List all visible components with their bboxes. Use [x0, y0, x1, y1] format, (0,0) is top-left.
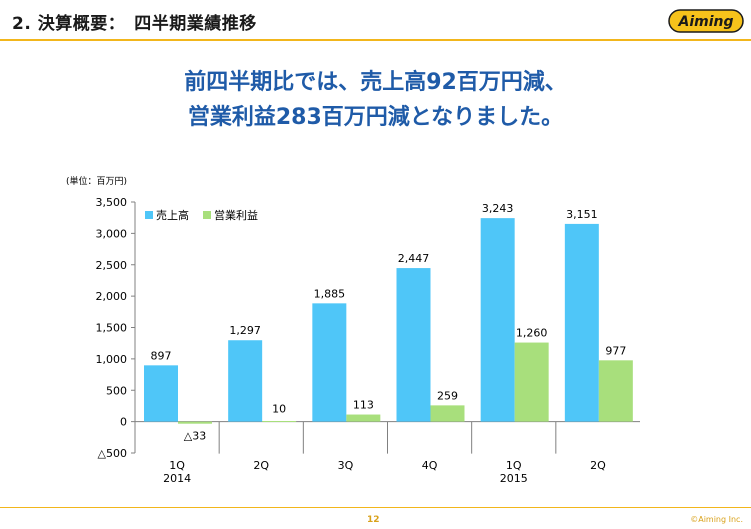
legend-label-sales: 売上高 — [156, 208, 189, 222]
copyright: ©Aiming Inc. — [690, 515, 743, 524]
y-tick-label: 0 — [120, 416, 127, 429]
operating-profit-value-label: 113 — [353, 399, 374, 412]
x-year-label: 2015 — [500, 472, 528, 485]
x-tick-label: 2Q — [253, 459, 269, 472]
unit-label: (単位：百万円) — [66, 175, 127, 187]
sales-bar — [564, 223, 599, 422]
sales-bar — [480, 218, 515, 422]
headline-line-2: 営業利益283百万円減となりました。 — [187, 105, 564, 130]
footer-rule — [0, 507, 751, 508]
y-tick-label: 3,500 — [96, 196, 128, 209]
headline-line-1: 前四半期比では、売上高92百万円減、 — [184, 70, 567, 95]
operating-profit-bar — [178, 421, 212, 424]
slide-header: 2. 決算概要： 四半期業績推移 Aiming — [0, 0, 751, 41]
y-tick-label: 2,000 — [96, 290, 128, 303]
operating-profit-bar — [598, 360, 633, 422]
sales-value-label: 1,885 — [314, 287, 346, 300]
page-number: 12 — [367, 515, 380, 525]
legend-swatch-sales — [145, 211, 153, 219]
operating-profit-bar — [430, 405, 465, 422]
y-tick-label: 2,500 — [96, 259, 128, 272]
x-tick-label: 2Q — [590, 459, 606, 472]
operating-profit-value-label: 977 — [605, 344, 626, 357]
x-tick-label: 1Q — [506, 459, 522, 472]
sales-value-label: 897 — [151, 349, 172, 362]
sales-value-label: 3,151 — [566, 208, 598, 221]
x-tick-label: 4Q — [422, 459, 438, 472]
y-tick-label: 1,500 — [96, 322, 128, 335]
operating-profit-value-label: 1,260 — [516, 327, 548, 340]
sales-bar — [312, 303, 347, 422]
sales-bar — [228, 340, 263, 422]
sales-bar — [144, 365, 178, 422]
sales-value-label: 3,243 — [482, 202, 514, 215]
header-rule — [0, 39, 751, 41]
sales-value-label: 2,447 — [398, 252, 430, 265]
x-year-label: 2014 — [163, 472, 191, 485]
operating-profit-value-label: 10 — [272, 403, 286, 416]
aiming-logo: Aiming — [668, 9, 744, 33]
y-tick-label: 3,000 — [96, 227, 128, 240]
sales-value-label: 1,297 — [229, 324, 261, 337]
x-tick-label: 1Q — [169, 459, 185, 472]
y-tick-label: 1,000 — [96, 353, 128, 366]
slide-title: 2. 決算概要： 四半期業績推移 — [12, 14, 257, 34]
svg-text:Aiming: Aiming — [677, 14, 733, 30]
operating-profit-bar — [262, 420, 297, 422]
sales-bar — [396, 268, 431, 422]
operating-profit-bar — [514, 342, 549, 422]
legend-label-operating-profit: 営業利益 — [214, 208, 258, 222]
y-tick-label: 500 — [106, 384, 127, 397]
operating-profit-value-label: △33 — [184, 430, 206, 443]
y-tick-label: △500 — [98, 447, 127, 460]
x-tick-label: 3Q — [338, 459, 354, 472]
operating-profit-bar — [346, 414, 381, 422]
legend-swatch-operating-profit — [203, 211, 211, 219]
operating-profit-value-label: 259 — [437, 389, 458, 402]
